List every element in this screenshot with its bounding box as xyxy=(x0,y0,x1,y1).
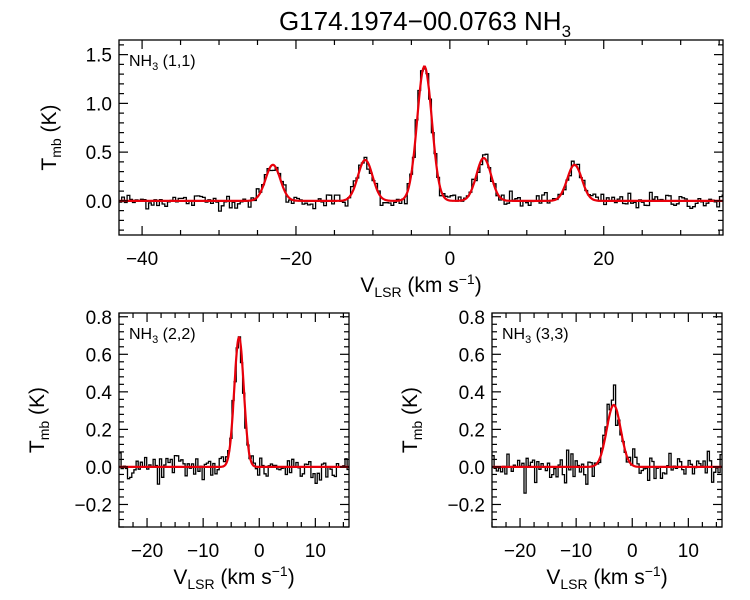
x-axis-label: VLSR (km s−1) xyxy=(173,563,294,592)
figure-title-main: G174.1974−00.0763 NH xyxy=(279,6,562,36)
y-tick-label: 0.0 xyxy=(86,458,112,479)
y-tick-label: 1.0 xyxy=(86,94,112,115)
x-tick-label: 0 xyxy=(627,541,638,562)
y-tick-label: 0.4 xyxy=(86,383,113,404)
panel-label: NH3 (1,1) xyxy=(129,53,196,73)
x-axis-label: VLSR (km s−1) xyxy=(546,563,667,592)
x-tick-label: −10 xyxy=(560,541,592,562)
panel-nh3-33: −20 −10 0 10 −0.2 0.0 0.2 0.4 0.6 0.8 VLSR (km s−1… xyxy=(399,308,723,592)
gaussian-fit-curve xyxy=(492,403,722,468)
observed-spectrum xyxy=(119,68,723,212)
figure-title-subscript: 3 xyxy=(562,22,571,41)
y-tick-label: 0.8 xyxy=(459,308,485,329)
x-tick-label: −20 xyxy=(504,541,536,562)
y-axis-label: Tmb (K) xyxy=(399,387,425,453)
y-axis-label: Tmb (K) xyxy=(38,104,64,170)
panel-label: NH3 (2,2) xyxy=(129,326,196,346)
x-tick-label: 10 xyxy=(678,541,699,562)
x-tick-label: −40 xyxy=(126,249,158,270)
x-tick-label: 10 xyxy=(305,541,326,562)
observed-spectrum xyxy=(492,384,722,494)
panel-label: NH3 (3,3) xyxy=(502,326,569,346)
y-tick-label: −0.2 xyxy=(74,495,112,516)
gaussian-fit-curve xyxy=(119,335,349,468)
y-tick-label: 0.5 xyxy=(86,143,112,164)
plot-frame xyxy=(118,39,724,236)
plot-frame xyxy=(491,312,723,528)
x-tick-label: −20 xyxy=(131,541,163,562)
y-axis-label: Tmb (K) xyxy=(26,387,52,453)
x-tick-label: 0 xyxy=(254,541,265,562)
y-tick-label: 0.6 xyxy=(459,345,485,366)
panel-nh3-11: −40 −20 0 20 0.0 0.5 1.0 1.5 VLSR (km s−1) Tmb (K… xyxy=(38,39,724,300)
x-axis-label: VLSR (km s−1) xyxy=(360,271,481,300)
x-tick-label: −20 xyxy=(280,249,312,270)
y-tick-label: −0.2 xyxy=(447,495,485,516)
y-tick-label: 0.8 xyxy=(86,308,112,329)
panel-nh3-22: −20 −10 0 10 −0.2 0.0 0.2 0.4 0.6 0.8 VLSR (km s−1… xyxy=(26,308,350,592)
x-tick-label: −10 xyxy=(187,541,219,562)
y-tick-label: 0.0 xyxy=(459,458,485,479)
figure-title: G174.1974−00.0763 NH3 xyxy=(279,6,571,41)
y-tick-label: 0.6 xyxy=(86,345,112,366)
y-tick-label: 0.2 xyxy=(86,420,112,441)
y-tick-label: 0.2 xyxy=(459,420,485,441)
y-tick-label: 1.5 xyxy=(86,46,112,67)
x-tick-label: 20 xyxy=(593,249,614,270)
x-tick-label: 0 xyxy=(445,249,456,270)
y-tick-label: 0.0 xyxy=(86,192,112,213)
gaussian-fit-curve xyxy=(119,65,723,202)
y-tick-label: 0.4 xyxy=(459,383,486,404)
plot-frame xyxy=(118,312,350,528)
